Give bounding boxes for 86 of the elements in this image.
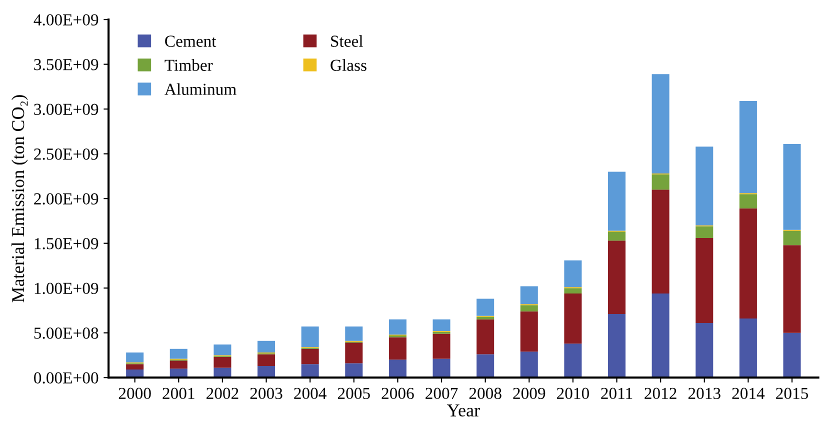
x-tick-label: 2015 (776, 388, 808, 400)
legend-label: Aluminum (164, 83, 236, 95)
bar (520, 352, 538, 378)
bar (345, 326, 363, 341)
bar (432, 358, 450, 378)
bar (170, 348, 188, 359)
bar (696, 146, 714, 226)
bar (214, 344, 232, 356)
bar (476, 298, 494, 316)
bar (476, 319, 494, 354)
bar (301, 348, 319, 364)
bar (652, 190, 670, 294)
y-tick-label: 5.00E+08 (34, 328, 98, 339)
bar (126, 352, 144, 362)
bar (739, 318, 757, 378)
bar (214, 356, 232, 368)
x-tick-label: 2007 (426, 388, 458, 400)
x-tick-label: 2012 (644, 388, 676, 400)
bar (652, 74, 670, 174)
bar (783, 332, 801, 378)
bar (564, 260, 582, 288)
x-tick-label: 2013 (688, 388, 720, 400)
bar (652, 174, 670, 190)
x-tick-label: 2002 (206, 388, 238, 400)
y-tick-label: 3.00E+09 (34, 104, 98, 116)
bar (608, 172, 626, 231)
x-tick-label: 2014 (732, 388, 765, 400)
x-tick-label: 2001 (162, 388, 194, 400)
x-tick-label: 2005 (338, 388, 370, 400)
y-tick-label: 4.00E+09 (34, 14, 98, 26)
y-tick-label: 3.50E+09 (34, 58, 98, 70)
bar (564, 293, 582, 344)
bar (783, 230, 801, 246)
bar (520, 305, 538, 312)
bar (432, 334, 450, 359)
bar (388, 319, 406, 335)
bar (520, 311, 538, 352)
bar (345, 363, 363, 378)
y-tick-label: 1.00E+09 (34, 282, 98, 294)
bar (476, 354, 494, 378)
y-tick-label: 2.50E+09 (34, 148, 98, 160)
bar (608, 314, 626, 378)
x-tick-label: 2006 (382, 388, 414, 400)
bar (739, 194, 757, 208)
bar (258, 340, 276, 353)
bar (608, 240, 626, 314)
bar (301, 364, 319, 378)
bar (696, 226, 714, 238)
y-tick-label: 2.00E+09 (34, 193, 98, 205)
bar (258, 354, 276, 366)
x-tick-label: 2003 (250, 388, 282, 400)
y-tick-label: 0.00E+00 (34, 372, 98, 384)
x-tick-label: 2008 (469, 388, 502, 400)
bar (520, 286, 538, 304)
bar (388, 360, 406, 378)
bar (652, 293, 670, 378)
bar (432, 319, 450, 332)
bar (170, 360, 188, 369)
x-tick-label: 2000 (118, 388, 151, 400)
bar (783, 144, 801, 230)
legend-label: Glass (330, 59, 366, 71)
bar (476, 316, 494, 320)
bar (739, 208, 757, 318)
bar (783, 245, 801, 333)
bar (739, 100, 757, 194)
x-axis-title: Year (446, 404, 480, 417)
y-tick-label: 1.50E+09 (34, 238, 98, 250)
bar (696, 238, 714, 323)
bar (388, 337, 406, 360)
bar (564, 288, 582, 294)
bar (126, 364, 144, 370)
legend-label: Cement (165, 36, 216, 47)
x-tick-label: 2009 (513, 388, 546, 400)
x-tick-label: 2011 (601, 388, 632, 400)
x-tick-label: 2004 (294, 388, 326, 400)
legend-label: Steel (331, 35, 363, 47)
y-axis-title: Material Emission (ton CO₂) (11, 95, 28, 302)
bar (345, 342, 363, 364)
bar (608, 232, 626, 241)
bar (564, 344, 582, 378)
bar (301, 326, 319, 348)
x-tick-label: 2010 (557, 388, 589, 400)
bar (696, 322, 714, 378)
bar (258, 366, 276, 378)
bar (214, 368, 232, 378)
legend-label: Timber (164, 59, 213, 71)
